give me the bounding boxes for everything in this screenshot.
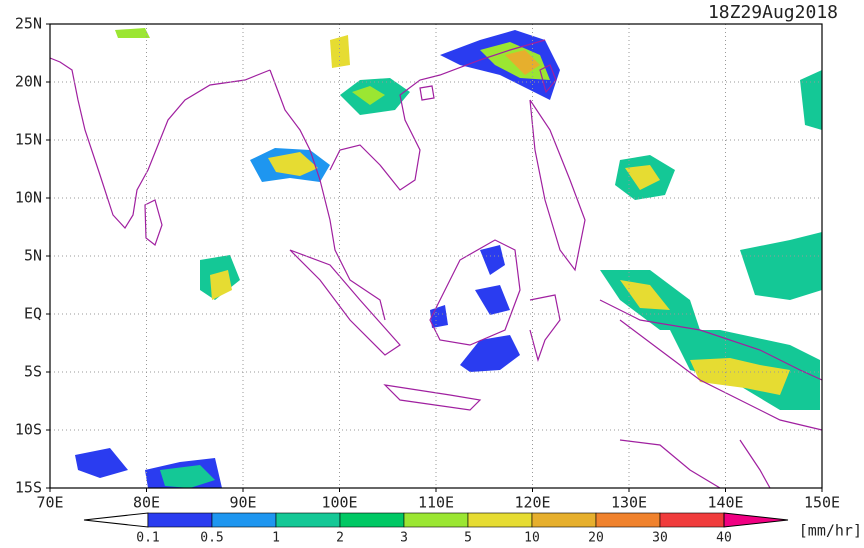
colorbar-swatch [659, 512, 725, 528]
colorbar-swatch [275, 512, 341, 528]
colorbar-label: 1 [272, 531, 280, 545]
colorbar-swatch [403, 512, 469, 528]
colorbar-label: 2 [336, 531, 344, 545]
colorbar-unit: [mm/hr] [799, 522, 862, 540]
rain-areas [75, 28, 822, 488]
colorbar-label: 0.1 [136, 531, 159, 545]
lon-label: 140E [707, 494, 743, 512]
map-frame [49, 23, 823, 489]
colorbar-swatch [531, 512, 597, 528]
lat-label: 5S [24, 363, 42, 381]
lon-label: 120E [514, 494, 550, 512]
colorbar-swatch [467, 512, 533, 528]
colorbar-swatch [147, 512, 213, 528]
colorbar-swatch [211, 512, 277, 528]
colorbar-swatch [595, 512, 661, 528]
colorbar: 0.1 0.5 1 2 3 5 10 20 30 40 [83, 512, 789, 546]
timestamp: 18Z29Aug2018 [708, 2, 838, 23]
colorbar-low [83, 512, 149, 528]
lat-label: 15S [15, 479, 42, 497]
lat-label: 15N [15, 131, 42, 149]
lon-label: 110E [418, 494, 454, 512]
lat-label: 20N [15, 73, 42, 91]
colorbar-label: 3 [400, 531, 408, 545]
lon-label: 80E [133, 494, 160, 512]
colorbar-label: 40 [716, 531, 732, 545]
lon-label: 100E [321, 494, 357, 512]
lon-label: 70E [36, 494, 63, 512]
colorbar-label: 10 [524, 531, 540, 545]
colorbar-label: 0.5 [200, 531, 223, 545]
lat-label: 10N [15, 189, 42, 207]
colorbar-label: 30 [652, 531, 668, 545]
lon-label: 90E [229, 494, 256, 512]
colorbar-label: 5 [464, 531, 472, 545]
lat-label: 10S [15, 421, 42, 439]
colorbar-swatch [339, 512, 405, 528]
colorbar-high [723, 512, 789, 528]
colorbar-label: 20 [588, 531, 604, 545]
lon-label: 150E [804, 494, 840, 512]
lat-label: EQ [24, 305, 42, 323]
coastlines [49, 39, 823, 489]
lat-label: 25N [15, 15, 42, 33]
lat-label: 5N [24, 247, 42, 265]
lon-label: 130E [611, 494, 647, 512]
